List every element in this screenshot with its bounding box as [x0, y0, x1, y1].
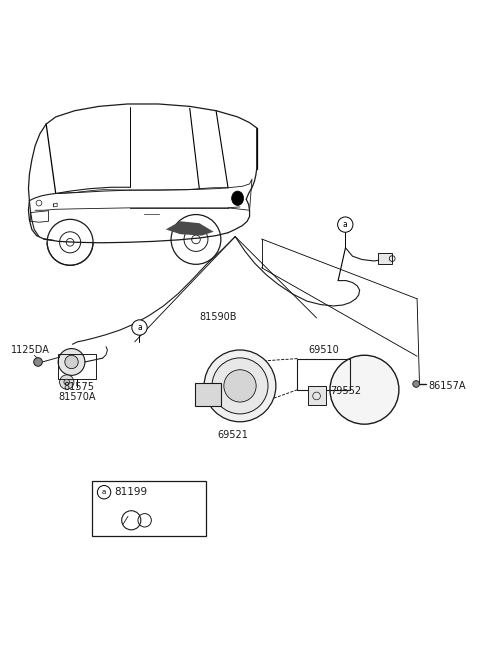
Circle shape [224, 369, 256, 402]
Text: 81199: 81199 [115, 487, 148, 497]
Circle shape [58, 348, 85, 375]
Text: 81570A: 81570A [58, 392, 96, 402]
Circle shape [34, 358, 42, 366]
Text: a: a [343, 220, 348, 229]
Text: a: a [137, 323, 142, 332]
Text: 69521: 69521 [217, 430, 248, 440]
Text: 69510: 69510 [308, 345, 339, 355]
Bar [298, 358, 350, 390]
FancyBboxPatch shape [378, 253, 392, 264]
FancyBboxPatch shape [308, 386, 326, 405]
Circle shape [60, 375, 74, 389]
Circle shape [330, 355, 399, 424]
Bar [92, 481, 206, 536]
Text: 79552: 79552 [330, 386, 361, 396]
Text: 81590B: 81590B [200, 312, 237, 322]
Circle shape [204, 350, 276, 422]
Circle shape [65, 355, 78, 369]
Text: a: a [102, 489, 106, 495]
Polygon shape [166, 221, 214, 236]
FancyBboxPatch shape [194, 383, 221, 407]
Circle shape [413, 381, 420, 387]
Bar [58, 354, 96, 379]
Text: 1125DA: 1125DA [11, 345, 50, 356]
Ellipse shape [232, 191, 243, 206]
Text: 81575: 81575 [63, 382, 94, 392]
Circle shape [97, 485, 111, 499]
Circle shape [337, 217, 353, 233]
Circle shape [212, 358, 268, 414]
Circle shape [64, 379, 70, 385]
Text: 86157A: 86157A [428, 381, 466, 392]
Circle shape [132, 320, 147, 335]
